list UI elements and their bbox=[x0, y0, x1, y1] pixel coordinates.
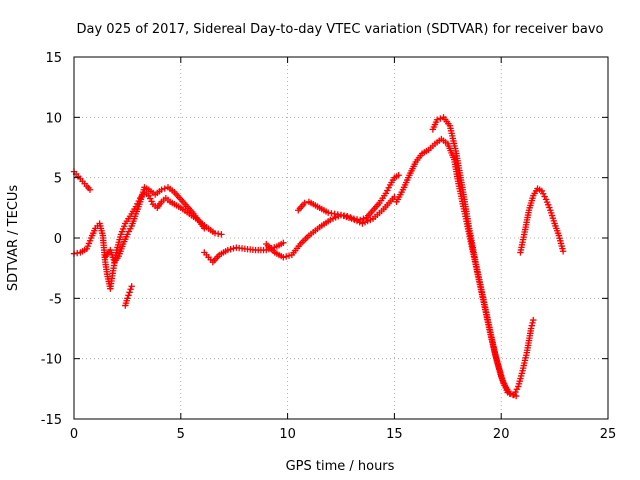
data-point bbox=[384, 187, 391, 194]
data-point bbox=[507, 390, 515, 397]
y-tick-label: 0 bbox=[54, 232, 62, 247]
data-point bbox=[540, 190, 547, 197]
x-tick-labels: 0 5 10 15 20 25 bbox=[70, 427, 616, 442]
data-point bbox=[145, 192, 152, 199]
data-point bbox=[126, 289, 133, 296]
data-point bbox=[125, 292, 132, 299]
x-axis-label: GPS time / hours bbox=[286, 459, 395, 474]
y-tick-label: 10 bbox=[45, 111, 62, 126]
data-points bbox=[70, 114, 567, 400]
data-point bbox=[285, 252, 293, 259]
y-axis-label: SDTVAR / TECUs bbox=[6, 185, 21, 292]
series-segment-9 bbox=[429, 114, 537, 399]
data-point bbox=[382, 190, 390, 197]
series-segment-4 bbox=[122, 283, 135, 309]
data-point bbox=[127, 225, 134, 232]
data-point bbox=[357, 216, 364, 224]
data-point bbox=[128, 283, 135, 290]
series-segment-8 bbox=[393, 135, 520, 400]
data-point bbox=[280, 254, 287, 261]
grid-layer bbox=[74, 57, 608, 419]
data-point bbox=[224, 246, 231, 254]
y-tick-label: -15 bbox=[41, 413, 62, 428]
series-segment-5 bbox=[201, 239, 287, 266]
x-tick-label: 0 bbox=[70, 427, 78, 442]
x-tick-label: 20 bbox=[493, 427, 510, 442]
data-point bbox=[301, 199, 308, 207]
data-point bbox=[230, 245, 237, 252]
series-segment-3 bbox=[102, 184, 208, 266]
y-tick-labels: -15 -10 -5 0 5 10 15 bbox=[41, 51, 62, 428]
series-segment-7 bbox=[295, 172, 402, 224]
x-tick-label: 10 bbox=[279, 427, 296, 442]
data-point bbox=[530, 316, 537, 324]
data-point bbox=[433, 116, 441, 123]
y-tick-label: -5 bbox=[49, 292, 62, 307]
data-point bbox=[437, 115, 444, 122]
data-point bbox=[146, 195, 154, 202]
series-segment-1 bbox=[70, 168, 94, 193]
data-point bbox=[218, 231, 225, 238]
data-point bbox=[385, 184, 392, 191]
data-point bbox=[201, 225, 208, 232]
series-segment-2 bbox=[70, 188, 225, 292]
data-point bbox=[528, 322, 536, 329]
data-point bbox=[538, 187, 545, 195]
data-point bbox=[395, 172, 402, 179]
data-point bbox=[227, 246, 234, 253]
data-point bbox=[541, 193, 548, 200]
x-tick-label: 15 bbox=[386, 427, 403, 442]
data-point bbox=[86, 186, 94, 193]
y-tick-label: 5 bbox=[54, 172, 62, 187]
data-point bbox=[527, 325, 535, 332]
axis-ticks bbox=[73, 56, 609, 420]
data-point bbox=[127, 286, 134, 293]
data-point bbox=[148, 198, 155, 205]
x-tick-label: 25 bbox=[600, 427, 617, 442]
data-point bbox=[529, 319, 536, 327]
data-point bbox=[504, 389, 511, 396]
data-point bbox=[512, 388, 519, 396]
data-point bbox=[513, 386, 521, 393]
data-point bbox=[280, 239, 287, 247]
data-point bbox=[124, 295, 131, 302]
data-point bbox=[510, 391, 518, 399]
y-tick-label: 15 bbox=[45, 51, 62, 66]
y-tick-label: -10 bbox=[41, 353, 62, 368]
data-point bbox=[344, 213, 351, 220]
series-segment-10 bbox=[517, 185, 567, 256]
data-point bbox=[161, 185, 168, 192]
data-point bbox=[360, 215, 367, 222]
x-tick-label: 5 bbox=[177, 427, 185, 442]
series-segment-6 bbox=[263, 193, 398, 261]
data-point bbox=[158, 186, 165, 193]
data-point bbox=[282, 253, 290, 260]
data-point bbox=[347, 214, 354, 221]
data-point bbox=[125, 228, 133, 235]
data-point bbox=[124, 231, 131, 238]
data-point bbox=[559, 248, 567, 255]
chart-title: Day 025 of 2017, Sidereal Day-to-day VTE… bbox=[77, 22, 604, 37]
